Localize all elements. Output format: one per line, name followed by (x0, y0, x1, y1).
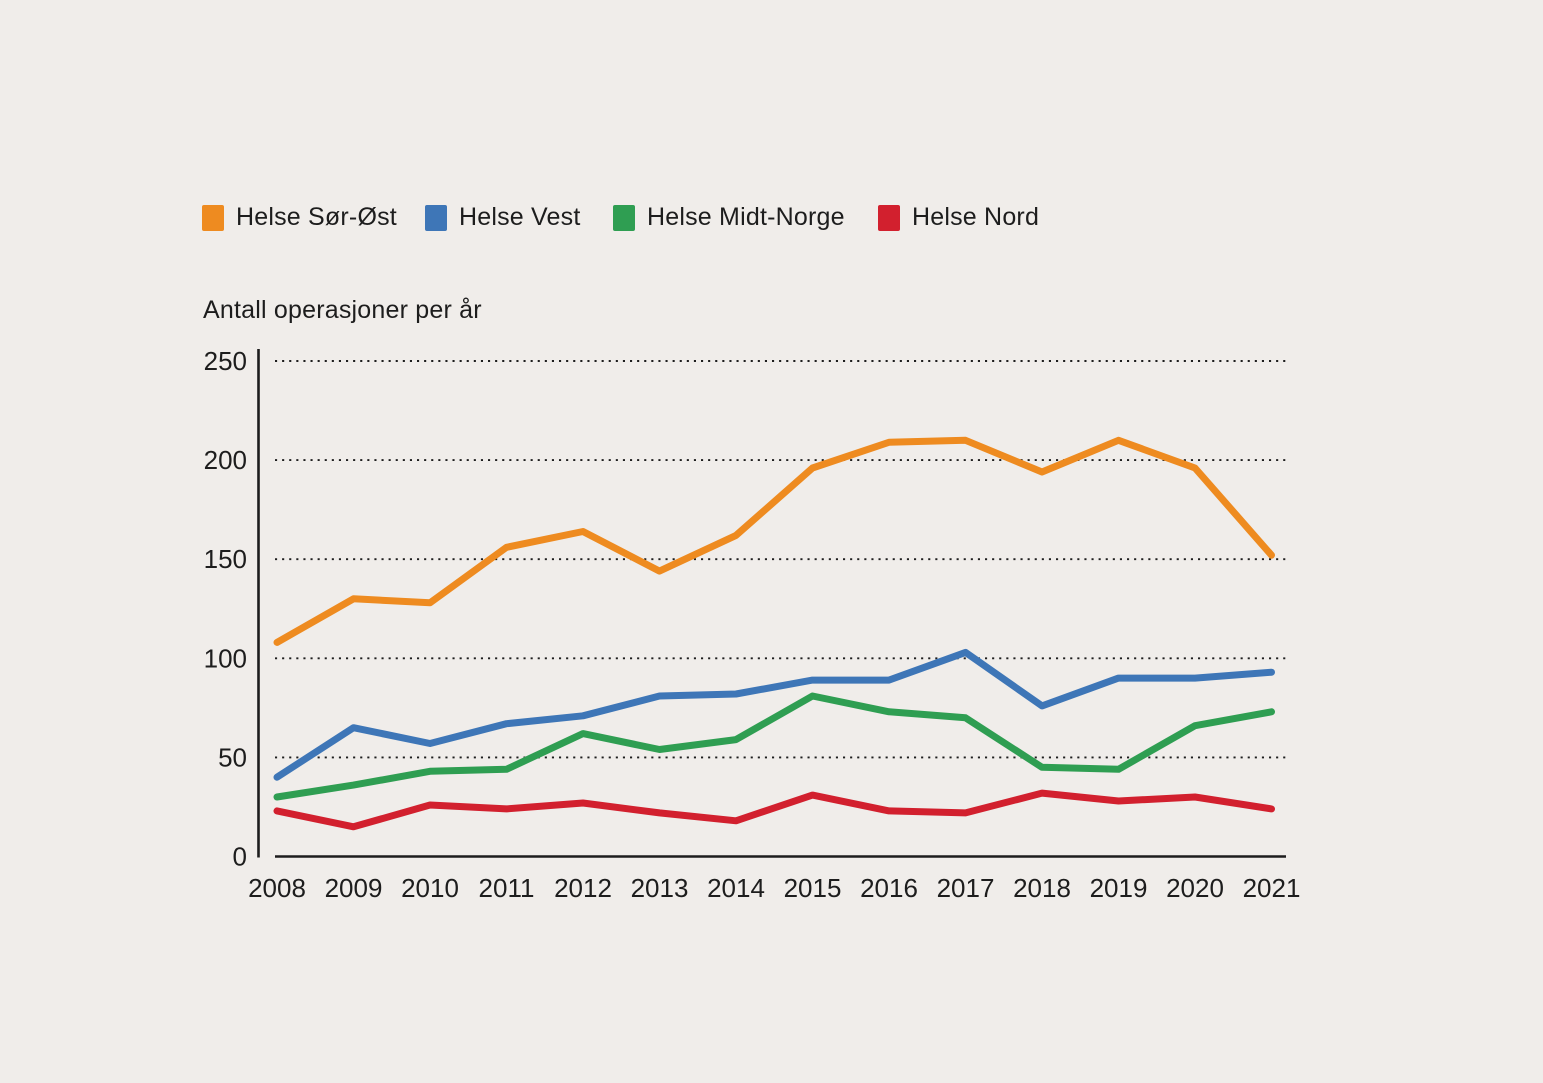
legend-item-helse-sor-ost: Helse Sør-Øst (202, 203, 397, 232)
chart-title: Antall operasjoner per år (203, 296, 482, 324)
x-tick-label-2015: 2015 (784, 873, 842, 903)
series-line-helse-nord (273, 789, 1275, 831)
x-tick-label-2011: 2011 (479, 873, 535, 903)
legend-item-helse-nord: Helse Nord (878, 203, 1039, 232)
legend-label-helse-sor-ost: Helse Sør-Øst (236, 203, 397, 231)
x-tick-label-2016: 2016 (860, 873, 918, 903)
y-tick-label-50: 50 (218, 742, 247, 772)
legend-swatch-helse-vest (425, 204, 447, 231)
legend-label-helse-midt-norge: Helse Midt-Norge (647, 203, 845, 231)
series-line-helse-sor-ost (273, 436, 1275, 646)
legend-label-helse-vest: Helse Vest (459, 203, 581, 231)
x-tick-label-2019: 2019 (1090, 873, 1148, 903)
y-tick-label-200: 200 (204, 445, 247, 475)
legend-item-helse-midt-norge: Helse Midt-Norge (613, 203, 845, 232)
y-tick-label-0: 0 (233, 842, 247, 872)
y-tick-label-100: 100 (204, 643, 247, 673)
legend-label-helse-nord: Helse Nord (912, 203, 1040, 231)
x-tick-label-2014: 2014 (707, 873, 765, 903)
x-tick-label-2018: 2018 (1013, 873, 1071, 903)
x-tick-label-2010: 2010 (401, 873, 459, 903)
series-line-helse-midt-norge (273, 692, 1275, 801)
x-tick-label-2009: 2009 (325, 873, 383, 903)
y-tick-label-250: 250 (204, 346, 247, 376)
x-tick-label-2017: 2017 (937, 873, 995, 903)
x-tick-label-2008: 2008 (248, 873, 306, 903)
legend-swatch-helse-nord (878, 204, 900, 231)
x-tick-label-2021: 2021 (1243, 873, 1301, 903)
legend-item-helse-vest: Helse Vest (425, 203, 581, 232)
legend-swatch-helse-sor-ost (202, 204, 224, 231)
x-tick-label-2012: 2012 (554, 873, 612, 903)
x-tick-label-2020: 2020 (1166, 873, 1224, 903)
x-tick-label-2013: 2013 (631, 873, 689, 903)
y-tick-label-150: 150 (204, 544, 247, 574)
series-line-helse-vest (273, 648, 1275, 781)
legend-swatch-helse-midt-norge (613, 204, 635, 231)
